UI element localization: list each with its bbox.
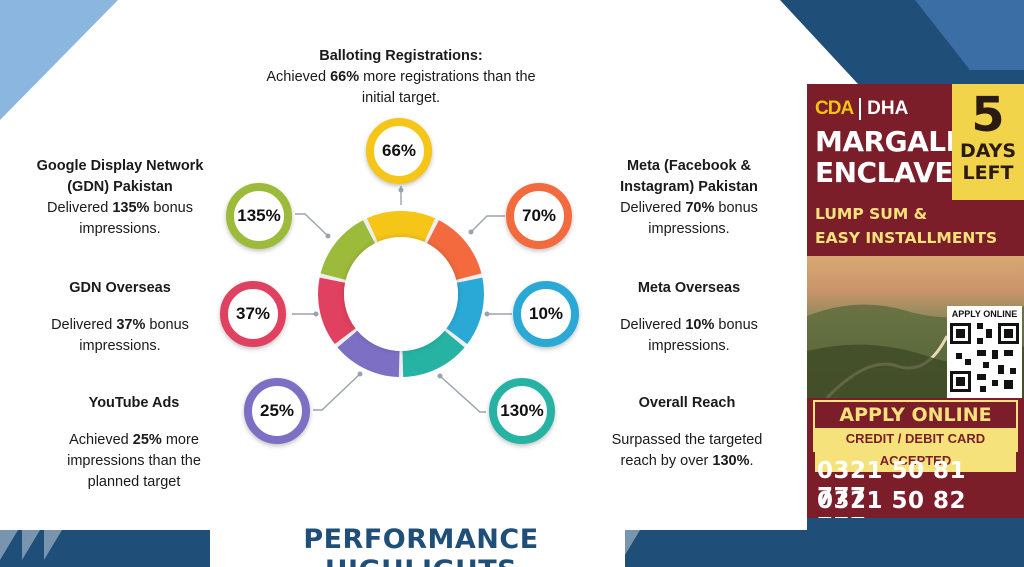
apply-online-box[interactable]: APPLY ONLINE CREDIT / DEBIT CARD ACCEPTE… — [813, 400, 1018, 472]
youtube-title: YouTube Ads — [88, 395, 180, 411]
connector-lines — [292, 186, 512, 413]
youtube-desc: Achieved 25% more impressions than the p… — [67, 432, 201, 490]
youtube-badge-value: 25% — [259, 401, 295, 420]
ring-segment-balloting — [366, 211, 436, 243]
gdn-overseas-desc: Delivered 37% bonus impressions. — [51, 317, 189, 354]
ring-segment-overall-reach — [401, 330, 465, 377]
overall-reach-desc: Surpassed the targeted reach by over 130… — [611, 432, 763, 469]
overall-reach-label: Overall Reach Surpassed the targeted rea… — [606, 393, 768, 472]
qr-code-icon — [950, 323, 1019, 392]
card-accepted-text: CREDIT / DEBIT CARD ACCEPTED — [815, 428, 1016, 472]
balloting-title: Balloting Registrations: — [319, 48, 483, 64]
ad-banner[interactable]: CDA DHA MARGALLA ENCLAVE 5 DAYS LEFT LUM… — [807, 84, 1024, 518]
gdn-overseas-badge: 37% — [220, 281, 286, 347]
gdn-overseas-badge-value: 37% — [235, 304, 271, 323]
balloting-badge-value: 66% — [381, 141, 417, 160]
bottom-right-decoration — [625, 530, 807, 567]
ring-segment-gdn-pk — [320, 220, 376, 281]
gdn-pakistan-badge: 135% — [226, 183, 292, 249]
ad-title-line2: ENCLAVE — [815, 156, 954, 189]
phone-number-1[interactable]: 0321 50 81 777 — [817, 458, 967, 510]
ring-segments — [318, 211, 484, 377]
meta-overseas-badge-value: 10% — [528, 304, 564, 323]
youtube-label: YouTube Ads Achieved 25% more impression… — [46, 393, 222, 493]
top-right-decoration — [780, 0, 1024, 84]
logo-divider — [859, 98, 862, 120]
ring-segment-gdn-overseas — [318, 277, 356, 345]
meta-pakistan-title: Meta (Facebook & Instagram) Pakistan — [620, 158, 758, 195]
meta-pakistan-badge: 70% — [506, 183, 572, 249]
balloting-badge: 66% — [366, 118, 432, 184]
qr-caption: APPLY ONLINE — [951, 309, 1018, 319]
meta-overseas-title: Meta Overseas — [637, 280, 741, 296]
overall-reach-badge: 130% — [489, 378, 555, 444]
ring-segment-meta-pk — [426, 220, 482, 281]
gdn-pakistan-badge-value: 135% — [237, 206, 281, 225]
left-text: LEFT — [962, 162, 1014, 184]
gdn-overseas-label: GDN Overseas Delivered 37% bonus impress… — [30, 278, 210, 357]
ring-center — [344, 237, 458, 351]
ad-logos: CDA DHA — [815, 98, 908, 120]
gdn-pakistan-desc: Delivered 135% bonus impressions. — [47, 200, 193, 237]
meta-pakistan-badge-value: 70% — [521, 206, 557, 225]
meta-overseas-badge: 10% — [513, 281, 579, 347]
cda-logo: CDA — [815, 98, 854, 119]
gdn-pakistan-title: Google Display Network (GDN) Pakistan — [36, 158, 204, 195]
meta-pakistan-desc: Delivered 70% bonus impressions. — [620, 200, 758, 237]
days-text: DAYS — [959, 140, 1017, 162]
days-number: 5 — [971, 87, 1005, 143]
balloting-label: Balloting Registrations: Achieved 66% mo… — [260, 46, 542, 109]
meta-pakistan-label: Meta (Facebook & Instagram) Pakistan Del… — [596, 156, 782, 240]
dha-logo: DHA — [867, 98, 909, 119]
top-left-decoration — [0, 0, 118, 120]
qr-code[interactable]: APPLY ONLINE — [947, 306, 1022, 398]
overall-reach-title: Overall Reach — [638, 395, 736, 411]
balloting-desc: Achieved 66% more registrations than the… — [266, 69, 536, 106]
ring-segment-meta-overseas — [446, 277, 484, 345]
days-left-box: 5 DAYS LEFT — [952, 84, 1024, 200]
bottom-left-decoration — [0, 530, 210, 567]
plan-line1: LUMP SUM & — [815, 205, 928, 223]
ring-segment-youtube — [337, 330, 401, 377]
center-ring — [318, 211, 484, 377]
gdn-overseas-title: GDN Overseas — [69, 280, 171, 296]
youtube-badge: 25% — [244, 378, 310, 444]
gdn-pakistan-label: Google Display Network (GDN) Pakistan De… — [20, 156, 220, 240]
meta-overseas-label: Meta Overseas Delivered 10% bonus impres… — [596, 278, 782, 357]
meta-overseas-desc: Delivered 10% bonus impressions. — [620, 317, 758, 354]
phone-number-2[interactable]: 0321 50 82 777 — [817, 488, 967, 518]
overall-reach-badge-value: 130% — [500, 401, 544, 420]
apply-online-button[interactable]: APPLY ONLINE — [839, 404, 992, 426]
page-title: PERFORMANCE HIGHLIGHTS — [303, 524, 539, 567]
